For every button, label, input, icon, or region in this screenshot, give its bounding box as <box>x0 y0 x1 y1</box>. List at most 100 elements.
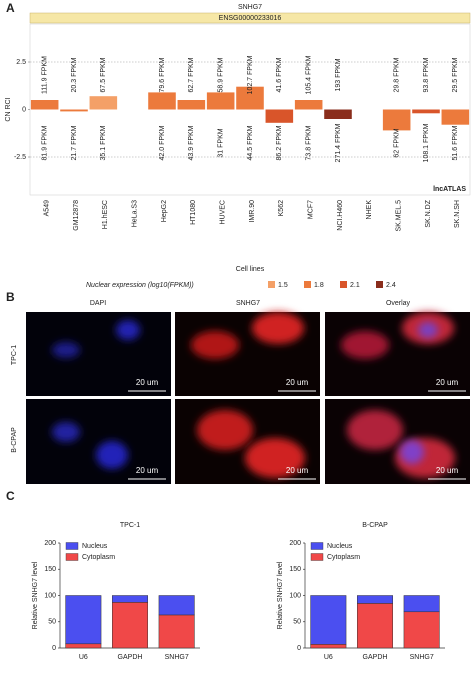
x-axis-label: Cell lines <box>236 266 265 273</box>
header-bar <box>29 12 471 24</box>
x-tick-label: HepG2 <box>161 200 168 222</box>
nucleus-blob <box>400 440 424 464</box>
x-tick-label: NCI.H460 <box>337 200 344 231</box>
y-tick-label: 100 <box>289 592 301 599</box>
bar-segment <box>357 603 393 649</box>
value-label: 35.1 FPKM <box>100 125 107 160</box>
legend-swatch <box>65 553 79 561</box>
x-tick-label: K562 <box>278 200 285 216</box>
chart-title: B-CPAP <box>362 522 388 529</box>
x-tick-label: IMR.90 <box>249 200 256 223</box>
x-tick-label: HUVEC <box>220 200 227 225</box>
y-tick-label: 200 <box>289 540 301 547</box>
cell-blob <box>347 410 403 450</box>
legend-swatch <box>310 553 324 561</box>
cell-blob <box>252 312 304 344</box>
bar-segment <box>357 595 393 604</box>
value-label: 67.5 FPKM <box>100 57 107 92</box>
panel-label: C <box>6 489 15 503</box>
bar <box>265 109 294 123</box>
annotation: lncATLAS <box>433 186 466 193</box>
bar-segment <box>403 611 440 649</box>
y-tick-label: 50 <box>293 619 301 626</box>
y-tick-label: 0 <box>297 645 301 652</box>
nucleus-blob <box>96 441 128 469</box>
legend-swatch <box>340 281 347 288</box>
scale-label: 20 um <box>136 378 159 387</box>
row-title: TPC-1 <box>11 345 18 365</box>
scale-label: 20 um <box>436 378 459 387</box>
panel-label: B <box>6 290 15 304</box>
value-label: 271.4 FPKM <box>335 123 342 162</box>
x-tick-label: GAPDH <box>118 654 143 661</box>
x-tick-label: GAPDH <box>363 654 388 661</box>
legend-title: Nuclear expression (log10(FPKM)) <box>86 282 194 289</box>
image <box>26 399 171 484</box>
bar <box>412 109 440 114</box>
value-label: 20.3 FPKM <box>71 57 78 92</box>
bar-segment <box>158 614 195 649</box>
value-label: 79.6 FPKM <box>159 57 166 92</box>
cell-blob <box>341 331 389 359</box>
value-label: 29.5 FPKM <box>452 57 459 92</box>
scale-label: 20 um <box>436 466 459 475</box>
bar <box>30 100 59 110</box>
x-tick-label: SNHG7 <box>410 654 434 661</box>
value-label: 43.9 FPKM <box>188 125 195 160</box>
scale-bars <box>128 390 466 480</box>
scale-label: 20 um <box>136 466 159 475</box>
cell-blob <box>245 438 305 478</box>
y-tick-label: 2.5 <box>16 59 26 66</box>
bar-segment <box>112 595 148 603</box>
chart-subtitle: ENSG00000233016 <box>219 15 282 22</box>
x-tick-label: H1.hESC <box>102 200 109 229</box>
value-label: 29.8 FPKM <box>394 57 401 92</box>
value-label: 62.7 FPKM <box>188 57 195 92</box>
scale-label: 20 um <box>286 466 309 475</box>
x-tick-label: A549 <box>44 200 51 216</box>
x-tick-label: U6 <box>79 654 88 661</box>
value-label: 193 FPKM <box>335 58 342 91</box>
legend-swatch <box>268 281 275 288</box>
y-axis-label: CN RCI <box>5 97 12 121</box>
value-label: 111.9 FPKM <box>42 56 49 94</box>
value-label: 93.8 FPKM <box>423 57 430 92</box>
y-tick-label: -2.5 <box>14 154 26 161</box>
bar <box>206 92 235 110</box>
nucleus-blob <box>418 322 438 338</box>
value-label: 73.8 FPKM <box>306 125 313 160</box>
scale-label: 20 um <box>286 378 309 387</box>
y-tick-label: 50 <box>48 619 56 626</box>
row-title: B-CPAP <box>11 427 18 453</box>
x-tick-label: GM12878 <box>73 200 80 231</box>
column-title: Overlay <box>386 300 411 307</box>
value-label: 58.9 FPKM <box>218 57 225 92</box>
y-tick-label: 0 <box>22 106 26 113</box>
image <box>26 312 171 396</box>
nucleus-blob <box>52 422 80 442</box>
x-tick-label: MCF7 <box>308 200 315 219</box>
legend-label: Cytoplasm <box>82 554 115 561</box>
column-title: DAPI <box>90 300 106 307</box>
legend-swatch <box>376 281 383 288</box>
x-tick-label: U6 <box>324 654 333 661</box>
micrographs: DAPI SNHG7 Overlay TPC-1 B-CPAP <box>11 300 470 484</box>
bar-segment <box>112 602 148 649</box>
nucleus-blob <box>52 342 80 358</box>
legend-label: Cytoplasm <box>327 554 360 561</box>
value-label: 102.7 FPKM <box>247 55 254 94</box>
value-label: 81.9 FPKM <box>42 125 49 160</box>
bar-segment <box>65 643 102 649</box>
legend-swatch <box>65 542 79 550</box>
bar-segment <box>65 595 102 645</box>
bar <box>60 109 88 112</box>
value-label: 108.1 FPKM <box>423 123 430 162</box>
cell-blob <box>197 410 253 450</box>
bar <box>177 100 206 110</box>
y-tick-label: 150 <box>289 566 301 573</box>
x-tick-label: HT1080 <box>190 200 197 225</box>
bar-segment <box>158 595 195 616</box>
bar <box>236 86 264 110</box>
bar <box>89 96 118 110</box>
x-tick-label: NHEK <box>366 200 373 220</box>
